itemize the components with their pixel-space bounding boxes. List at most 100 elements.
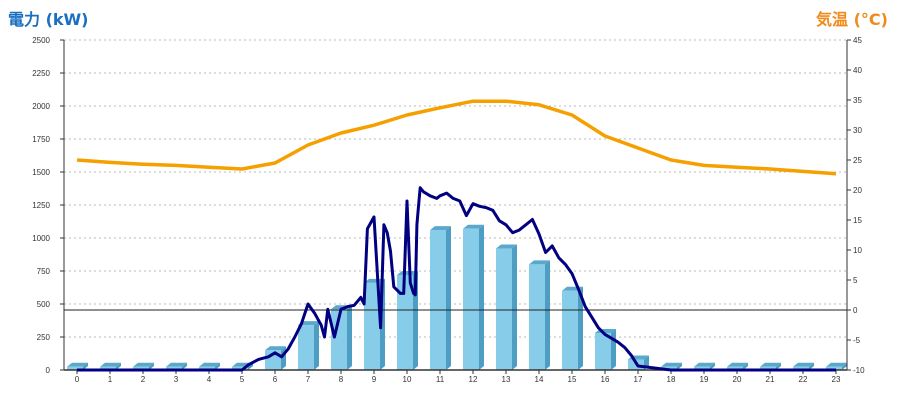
- x-tick-label: 13: [502, 375, 511, 384]
- tick-labels: 02505007501000125015001750200022502500-1…: [32, 36, 865, 384]
- right-tick-label: 10: [853, 246, 862, 255]
- bar: [529, 264, 545, 370]
- bar-side: [182, 362, 187, 370]
- bar-top: [166, 362, 187, 367]
- bar-top: [397, 270, 418, 275]
- bar-top: [364, 278, 385, 283]
- bar-side: [809, 362, 814, 370]
- bar-top: [430, 226, 451, 231]
- x-tick-label: 5: [240, 375, 245, 384]
- left-tick-label: 1000: [32, 234, 50, 243]
- left-tick-label: 1750: [32, 135, 50, 144]
- temperature-line: [76, 99, 837, 176]
- x-tick-label: 8: [339, 375, 344, 384]
- bar-side: [149, 362, 154, 370]
- power-line: [77, 186, 836, 372]
- left-tick-label: 2250: [32, 69, 50, 78]
- right-tick-label: 15: [853, 216, 862, 225]
- bar-side: [710, 362, 715, 370]
- bar: [364, 282, 380, 370]
- x-tick-label: 7: [306, 375, 311, 384]
- data-lines: [76, 99, 837, 372]
- left-tick-label: 750: [37, 267, 51, 276]
- bar-top: [100, 362, 121, 367]
- bar: [793, 366, 809, 370]
- grid: [64, 39, 847, 338]
- right-tick-label: 0: [853, 306, 858, 315]
- right-axis-title: 気温 (°C): [816, 10, 888, 29]
- x-tick-label: 12: [469, 375, 478, 384]
- bar: [496, 248, 512, 370]
- bar-side: [347, 305, 352, 370]
- bar: [67, 366, 83, 370]
- power-bars: [67, 224, 847, 370]
- bar-top: [661, 362, 682, 367]
- right-tick-label: 45: [853, 36, 862, 45]
- bar-side: [776, 362, 781, 370]
- bar: [727, 366, 743, 370]
- bar-side: [215, 362, 220, 370]
- left-tick-label: 2500: [32, 36, 50, 45]
- x-tick-label: 11: [436, 375, 445, 384]
- bar: [166, 366, 182, 370]
- bar: [100, 366, 116, 370]
- x-tick-label: 10: [403, 375, 412, 384]
- left-tick-label: 1250: [32, 201, 50, 210]
- bar: [331, 309, 347, 370]
- axes: [60, 39, 851, 374]
- bar: [562, 290, 578, 370]
- bar: [232, 366, 248, 370]
- bar: [298, 325, 314, 370]
- bar: [760, 366, 776, 370]
- x-tick-label: 16: [601, 375, 610, 384]
- bar-side: [842, 362, 847, 370]
- x-tick-label: 20: [733, 375, 742, 384]
- bar-side: [314, 321, 319, 370]
- right-tick-label: 25: [853, 156, 862, 165]
- bar: [826, 366, 842, 370]
- left-tick-label: 2000: [32, 102, 50, 111]
- right-tick-label: 35: [853, 96, 862, 105]
- bar: [430, 230, 446, 370]
- bar-side: [677, 362, 682, 370]
- x-tick-label: 15: [568, 375, 577, 384]
- right-tick-label: -5: [853, 336, 861, 345]
- bar-side: [545, 260, 550, 370]
- bar-side: [116, 362, 121, 370]
- x-tick-label: 9: [372, 375, 377, 384]
- bar: [133, 366, 149, 370]
- bar-top: [463, 224, 484, 229]
- x-tick-label: 4: [207, 375, 212, 384]
- right-tick-label: 40: [853, 66, 862, 75]
- x-tick-label: 2: [141, 375, 146, 384]
- right-tick-label: 20: [853, 186, 862, 195]
- bar-top: [496, 244, 517, 249]
- bar-top: [826, 362, 847, 367]
- x-tick-label: 14: [535, 375, 544, 384]
- x-tick-label: 6: [273, 375, 278, 384]
- x-tick-label: 1: [108, 375, 113, 384]
- x-tick-label: 19: [700, 375, 709, 384]
- bar: [595, 333, 611, 370]
- bar-side: [743, 362, 748, 370]
- bar-top: [529, 260, 550, 265]
- bar: [397, 274, 413, 370]
- x-tick-label: 17: [634, 375, 643, 384]
- x-tick-label: 21: [766, 375, 775, 384]
- x-tick-label: 18: [667, 375, 676, 384]
- bar: [199, 366, 215, 370]
- bar-top: [265, 346, 286, 351]
- x-tick-label: 3: [174, 375, 179, 384]
- left-axis-title: 電力 (kW): [8, 10, 89, 29]
- bar-side: [479, 224, 484, 370]
- bar: [463, 228, 479, 370]
- right-tick-label: 30: [853, 126, 862, 135]
- bar-top: [133, 362, 154, 367]
- left-tick-label: 500: [37, 300, 51, 309]
- left-tick-label: 250: [37, 333, 51, 342]
- x-tick-label: 22: [799, 375, 808, 384]
- x-tick-label: 0: [75, 375, 80, 384]
- bar-side: [83, 362, 88, 370]
- bar-top: [694, 362, 715, 367]
